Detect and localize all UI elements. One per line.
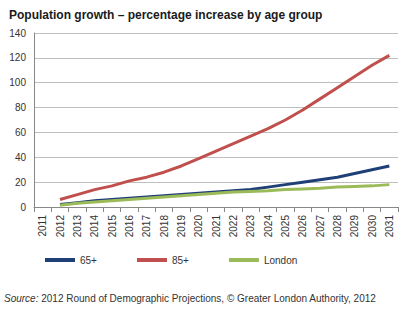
svg-text:2019: 2019 [176,215,187,238]
svg-text:2015: 2015 [107,215,118,238]
svg-text:2022: 2022 [228,215,239,238]
svg-text:2024: 2024 [263,215,274,238]
svg-text:2023: 2023 [245,215,256,238]
svg-text:100: 100 [9,77,26,88]
svg-text:2014: 2014 [89,215,100,238]
svg-text:Source:: Source: [4,293,39,304]
svg-text:2029: 2029 [349,215,360,238]
svg-text:60: 60 [15,127,27,138]
svg-text:80: 80 [15,102,27,113]
svg-text:40: 40 [15,152,27,163]
svg-text:2018: 2018 [159,215,170,238]
svg-text:2012 Round of Demographic Proj: 2012 Round of Demographic Projections, ©… [38,293,376,304]
svg-text:2031: 2031 [384,215,395,238]
svg-text:2013: 2013 [72,215,83,238]
svg-text:20: 20 [15,177,27,188]
svg-text:2028: 2028 [332,215,343,238]
svg-text:0: 0 [20,202,26,213]
svg-text:2025: 2025 [280,215,291,238]
svg-text:65+: 65+ [80,255,97,266]
svg-text:2021: 2021 [211,215,222,238]
svg-text:2012: 2012 [55,215,66,238]
svg-text:2011: 2011 [37,215,48,237]
svg-text:2016: 2016 [124,215,135,238]
svg-text:2020: 2020 [193,215,204,238]
svg-text:120: 120 [9,52,26,63]
svg-text:2017: 2017 [141,215,152,238]
svg-text:2030: 2030 [367,215,378,238]
svg-text:140: 140 [9,28,26,39]
svg-text:2027: 2027 [315,215,326,238]
svg-text:London: London [264,255,297,266]
svg-text:Population growth – percentage: Population growth – percentage increase … [9,8,322,22]
svg-text:85+: 85+ [172,255,189,266]
svg-text:2026: 2026 [297,215,308,238]
